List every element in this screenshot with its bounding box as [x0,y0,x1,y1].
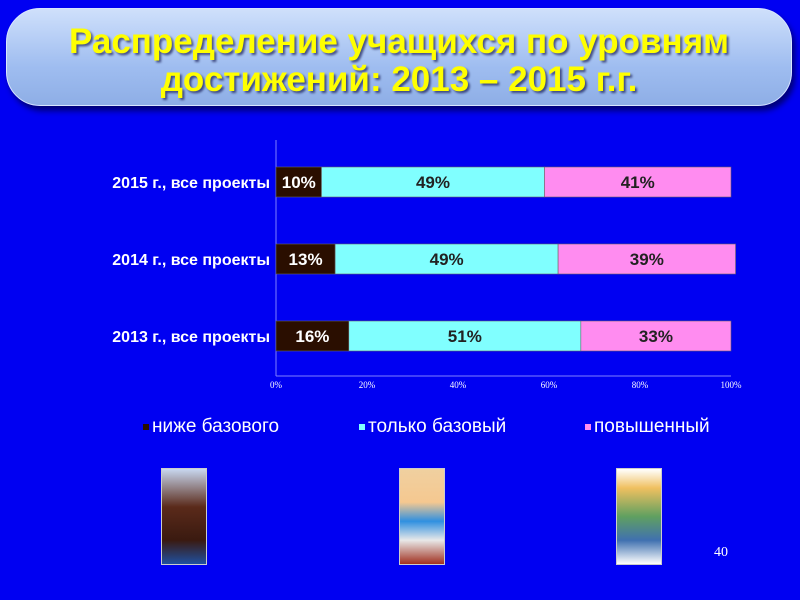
stacked-bar-chart: 0% 20% 40% 60% 80% 100% 2015 г., все проекты 10… [112,140,743,390]
data-label: 16% [295,327,329,346]
category-label: 2013 г., все проекты [112,329,270,346]
bar-segment [275,320,350,352]
title-line-1: Распределение учащихся по уровням [68,22,730,61]
legend-swatch [359,424,365,430]
bar-segment [348,320,582,352]
bar-segment [275,166,322,198]
x-tick-label: 20% [359,380,376,390]
bar-segment [334,243,559,275]
category-label: 2014 г., все проекты [112,252,270,269]
data-label: 10% [282,173,316,192]
legend-item-below-basic: ниже базового [143,416,279,438]
legend-swatch [585,424,591,430]
data-label: 51% [448,327,482,346]
data-label: 39% [630,250,664,269]
bar-segment [321,166,545,198]
legend-item-basic: только базовый [359,416,506,438]
data-label: 49% [430,250,464,269]
legend-label: ниже базового [152,416,280,437]
student-picture-books [399,468,445,565]
bar-segment [544,166,732,198]
page-number: 40 [714,545,728,560]
data-label: 41% [621,173,655,192]
bar-segment [580,320,732,352]
legend-swatch [143,424,149,430]
data-label: 49% [416,173,450,192]
legend-label: только базовый [368,416,507,437]
student-picture-reading [616,468,662,565]
title-banner: Распределение учащихся по уровням достиж… [6,8,792,106]
x-tick-label: 40% [450,380,467,390]
legend-label: повышенный [594,416,710,437]
slide-title: Распределение учащихся по уровням достиж… [7,23,791,99]
title-line-2: достижений: 2013 – 2015 г.г. [160,60,638,99]
category-label: 2015 г., все проекты [112,175,270,192]
x-tick-label: 100% [721,380,743,390]
data-label: 33% [639,327,673,346]
x-tick-label: 80% [632,380,649,390]
x-tick-label: 60% [541,380,558,390]
x-tick-label: 0% [270,380,283,390]
data-label: 13% [289,250,323,269]
legend-item-advanced: повышенный [585,416,710,438]
student-picture-coat [161,468,207,565]
bar-segment [557,243,736,275]
